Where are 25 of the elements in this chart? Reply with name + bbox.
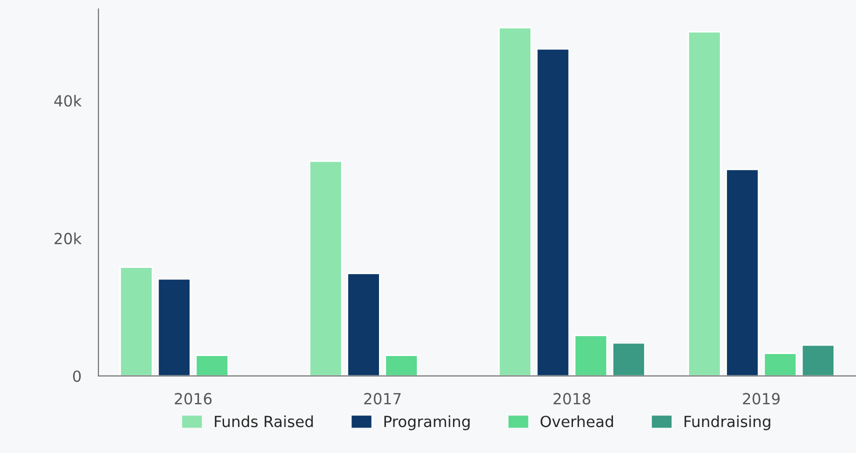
y-tick-label: 40k	[54, 94, 82, 107]
bar	[157, 278, 191, 376]
legend-label: Overhead	[540, 415, 613, 428]
x-tick-label: 2018	[554, 392, 590, 404]
bar	[498, 26, 532, 376]
legend-label: Fundraising	[684, 415, 770, 430]
bar	[536, 48, 570, 376]
bar	[120, 266, 154, 376]
bar	[574, 334, 608, 376]
x-tick-label: 2017	[364, 392, 401, 404]
bar	[346, 272, 380, 376]
bar	[308, 160, 342, 376]
y-tick-label: 0	[73, 370, 81, 382]
bar	[726, 168, 760, 376]
bar	[195, 354, 229, 376]
bar	[763, 352, 798, 376]
legend-label: Funds Raised	[214, 415, 313, 428]
x-tick-label: 2016	[174, 392, 212, 404]
bar	[384, 354, 418, 376]
y-tick-label: 20k	[54, 232, 82, 244]
bar	[688, 31, 722, 376]
x-tick-label: 2019	[742, 392, 780, 404]
bar	[612, 342, 646, 376]
legend-label: Programing	[384, 415, 470, 430]
bar	[801, 344, 835, 376]
